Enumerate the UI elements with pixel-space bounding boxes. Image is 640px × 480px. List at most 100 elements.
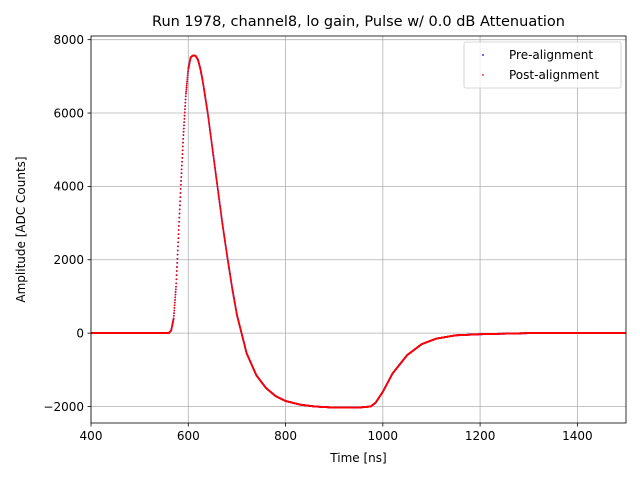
data-point (182, 137, 185, 140)
data-point (177, 229, 180, 231)
data-point (214, 166, 216, 169)
data-point (181, 153, 184, 156)
data-point (223, 236, 226, 239)
data-point (219, 208, 222, 211)
data-point (208, 128, 211, 131)
data-point (173, 304, 176, 307)
data-point (181, 145, 184, 148)
data-point (173, 306, 176, 309)
data-point (185, 92, 187, 95)
data-point (223, 235, 226, 238)
data-layer (91, 54, 626, 409)
data-point (216, 185, 219, 188)
data-point (221, 224, 224, 227)
data-point (212, 153, 215, 156)
data-point (224, 240, 226, 243)
data-point (223, 239, 226, 242)
series-post-alignment (91, 54, 626, 409)
data-point (186, 78, 189, 81)
data-point (208, 125, 211, 128)
data-point (186, 76, 189, 79)
data-point (216, 188, 219, 191)
data-point (172, 314, 175, 317)
data-point (182, 134, 185, 136)
data-point (175, 285, 177, 288)
data-point (212, 157, 215, 160)
data-point (173, 312, 175, 315)
data-point (213, 159, 215, 161)
data-point (216, 186, 219, 189)
data-point (208, 123, 211, 126)
data-point (221, 219, 223, 222)
data-point (177, 245, 179, 248)
data-point (211, 150, 214, 153)
data-point (183, 111, 186, 114)
data-point (214, 169, 217, 172)
data-point (180, 164, 183, 167)
data-point (210, 141, 213, 144)
data-point (207, 115, 210, 117)
data-point (213, 160, 216, 163)
data-point (183, 118, 186, 120)
data-point (224, 241, 227, 244)
data-point (210, 142, 213, 145)
data-point (214, 167, 217, 170)
data-point (179, 187, 182, 190)
data-point (184, 95, 187, 98)
data-point (178, 212, 181, 215)
data-point (226, 253, 228, 256)
data-point (220, 217, 223, 220)
data-point (218, 197, 220, 200)
data-point (221, 223, 224, 226)
data-point (176, 253, 179, 256)
data-point (185, 88, 188, 91)
data-point (176, 249, 179, 252)
data-point (209, 132, 212, 135)
data-point (184, 105, 187, 107)
data-point (216, 184, 219, 186)
data-point (185, 86, 188, 89)
data-point (186, 82, 188, 85)
data-point (218, 201, 221, 204)
data-point (222, 231, 225, 234)
data-point (175, 278, 178, 281)
data-point (213, 163, 216, 166)
data-point (175, 282, 178, 285)
data-point (220, 214, 223, 217)
data-point (223, 234, 225, 236)
data-point (207, 118, 210, 120)
data-point (220, 213, 223, 216)
data-point (215, 178, 218, 180)
data-point (174, 296, 177, 299)
data-point (217, 194, 220, 197)
grid-lines (90, 36, 626, 423)
data-point (207, 120, 210, 123)
data-point (222, 228, 225, 231)
data-point (174, 291, 177, 293)
data-point (212, 156, 215, 158)
data-point (218, 198, 221, 201)
data-point (211, 144, 213, 147)
data-point (210, 140, 213, 142)
data-point (180, 176, 183, 178)
data-point (185, 84, 188, 87)
data-point (209, 134, 212, 136)
data-point (217, 191, 220, 194)
data-point (176, 261, 179, 264)
data-point (178, 216, 181, 219)
data-point (209, 131, 212, 134)
data-point (207, 113, 209, 116)
data-point (208, 122, 210, 125)
data-point (186, 74, 189, 77)
data-point (220, 216, 223, 219)
data-point (221, 220, 224, 223)
data-point (220, 211, 222, 214)
data-point (179, 204, 181, 207)
data-point (212, 151, 214, 154)
data-point (225, 247, 227, 250)
data-point (217, 189, 219, 192)
data-point (211, 145, 214, 148)
data-point (174, 299, 176, 301)
data-point (178, 220, 181, 223)
